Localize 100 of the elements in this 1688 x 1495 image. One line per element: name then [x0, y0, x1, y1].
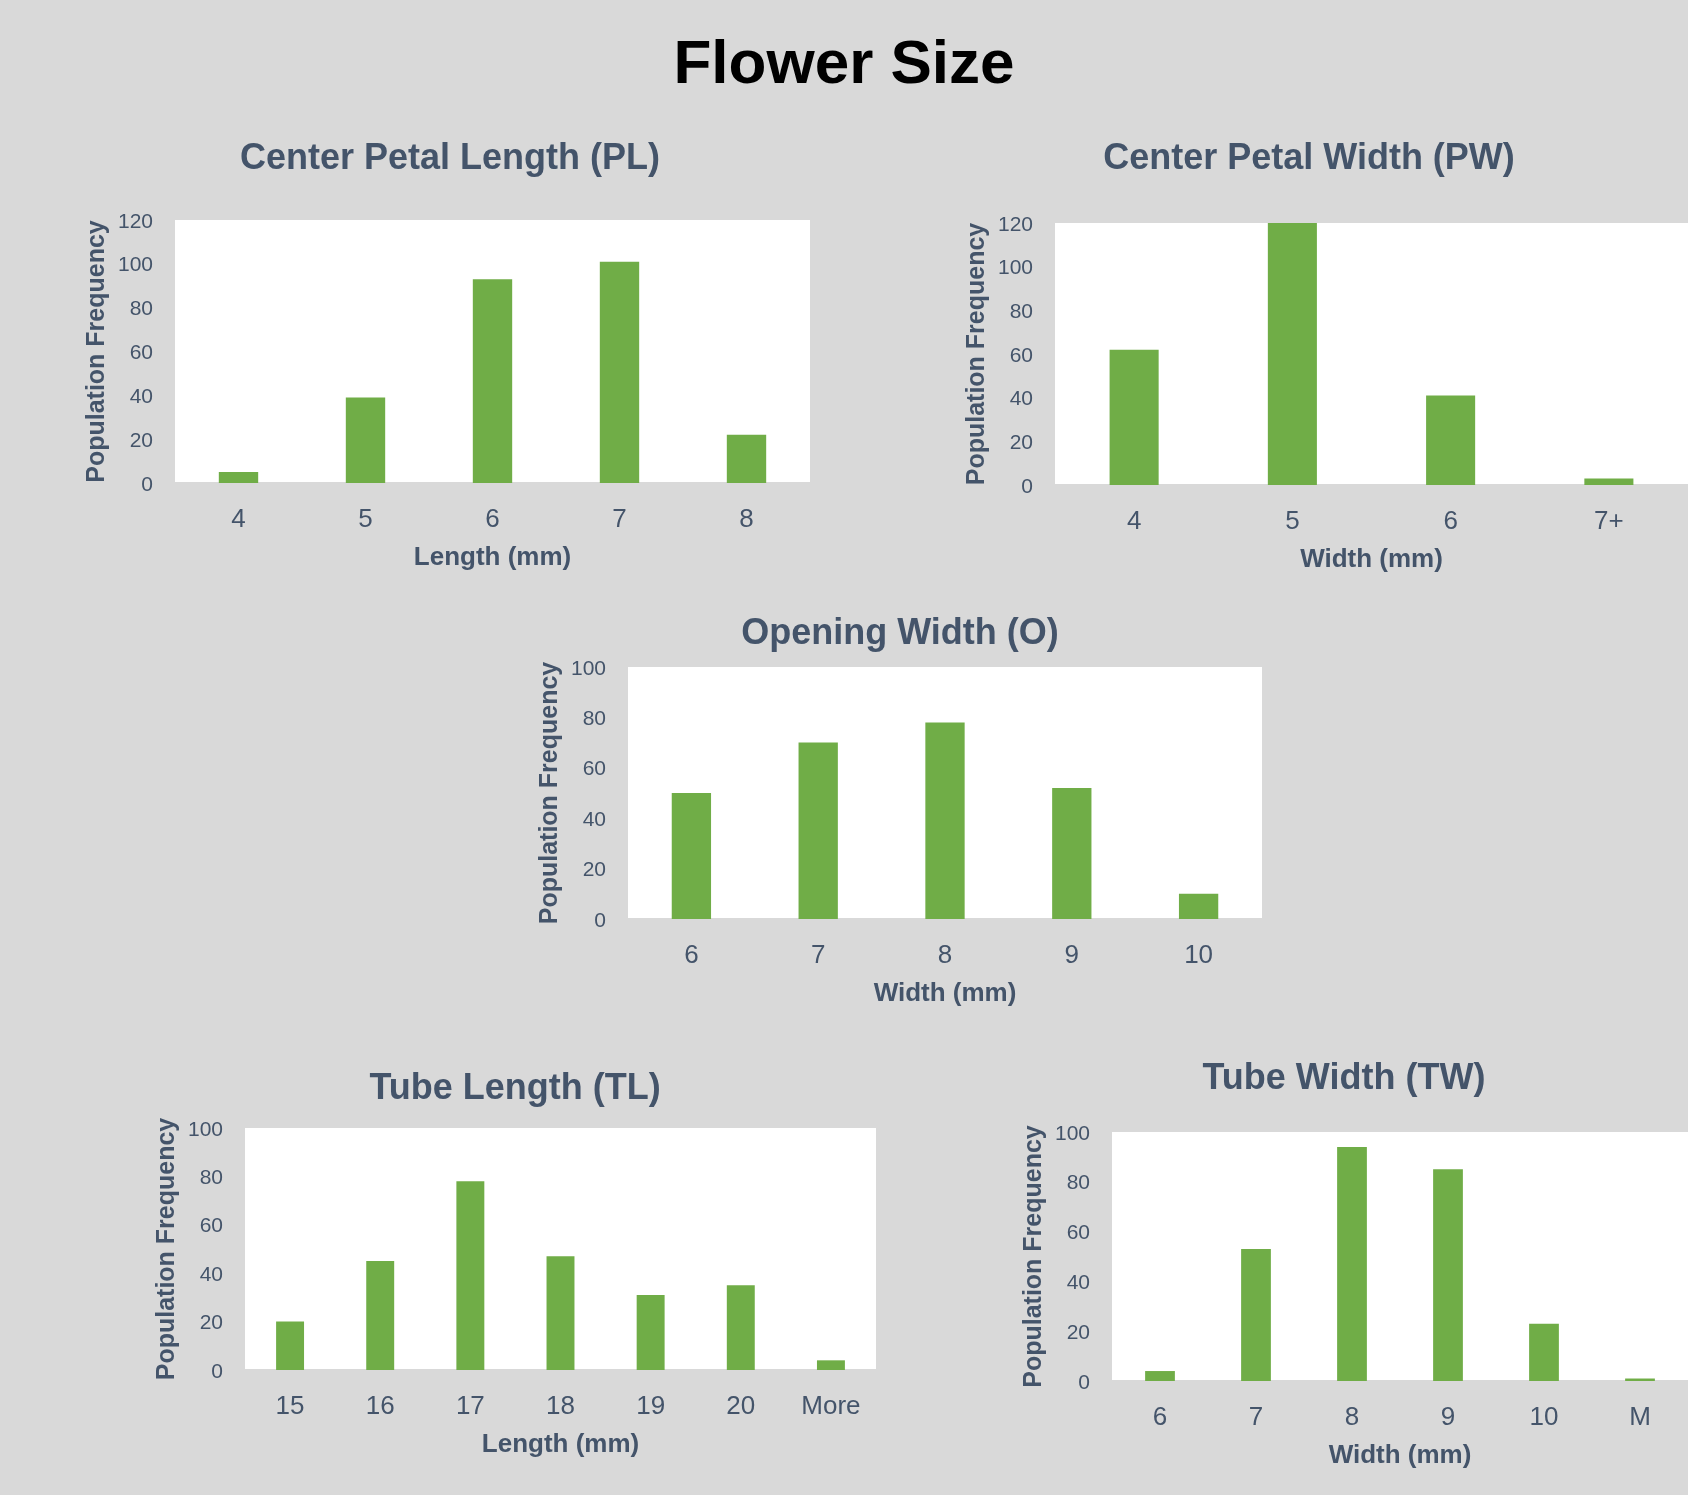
x-tick-label: 5 [358, 503, 373, 533]
x-axis-title: Length (mm) [481, 1428, 640, 1458]
y-tick-label: 40 [1009, 386, 1033, 410]
bar [1052, 787, 1092, 919]
chart-title: Opening Width (O) [741, 610, 1059, 652]
bar [1584, 478, 1634, 485]
x-tick-label: 17 [455, 1390, 485, 1420]
bar [1529, 1323, 1559, 1381]
y-tick-label: 0 [1078, 1369, 1090, 1393]
y-tick-label: 120 [997, 211, 1033, 235]
x-axis-title: Width (mm) [1328, 1439, 1472, 1469]
x-tick-label: 9 [1440, 1401, 1456, 1431]
x-tick-label: 8 [1344, 1401, 1360, 1431]
bar [1145, 1371, 1175, 1381]
x-tick-label: 10 [1184, 939, 1214, 969]
bar [1178, 893, 1219, 919]
x-tick-label: 7 [1248, 1401, 1264, 1431]
y-tick-label: 20 [129, 427, 153, 451]
x-tick-label: 4 [1126, 505, 1142, 535]
bar [599, 261, 640, 483]
y-tick-label: 0 [211, 1358, 223, 1382]
y-tick-label: 120 [117, 208, 153, 232]
y-tick-label: 80 [129, 296, 153, 320]
bar [925, 722, 965, 919]
y-axis-title: Population Frequency [533, 661, 562, 925]
x-tick-label: 6 [684, 939, 699, 969]
bar [366, 1261, 395, 1370]
y-tick-label: 100 [117, 252, 153, 276]
chart-title: Tube Length (TL) [369, 1065, 661, 1107]
x-tick-label: 18 [546, 1390, 575, 1420]
y-tick-label: 40 [129, 383, 153, 407]
x-axis-title: Length (mm) [413, 541, 572, 571]
bar [1433, 1169, 1463, 1381]
bar [345, 397, 386, 483]
bar [546, 1256, 575, 1370]
bar [1337, 1146, 1367, 1381]
y-tick-label: 100 [997, 255, 1033, 279]
y-tick-label: 20 [1066, 1319, 1090, 1343]
x-tick-label: 6 [1443, 505, 1458, 535]
x-tick-label: 20 [726, 1390, 756, 1420]
y-tick-label: 100 [187, 1116, 223, 1140]
x-tick-label: 7 [612, 503, 627, 533]
bar [1426, 395, 1476, 485]
bar [1109, 349, 1159, 485]
x-tick-label: More [801, 1390, 861, 1420]
y-axis-title: Population Frequency [150, 1117, 179, 1381]
bar [816, 1360, 845, 1370]
y-tick-label: 60 [1066, 1220, 1090, 1244]
bar [456, 1181, 485, 1370]
chart-title: Center Petal Width (PW) [1103, 135, 1515, 177]
x-axis-title: Width (mm) [873, 977, 1017, 1007]
y-tick-label: 20 [582, 857, 606, 881]
y-tick-label: 80 [1009, 298, 1033, 322]
x-tick-label: 19 [636, 1390, 666, 1420]
y-tick-label: 80 [1066, 1170, 1090, 1194]
bar [1241, 1249, 1271, 1381]
y-tick-label: 100 [1054, 1120, 1090, 1144]
bar [472, 279, 513, 483]
text: Flower Size [673, 26, 1015, 96]
chart-title: Tube Width (TW) [1202, 1055, 1486, 1097]
x-tick-label: 6 [1152, 1401, 1168, 1431]
y-tick-label: 80 [199, 1164, 223, 1188]
y-tick-label: 40 [199, 1261, 223, 1285]
y-tick-label: 100 [570, 655, 606, 679]
y-axis-title: Population Frequency [1017, 1125, 1046, 1388]
x-tick-label: 5 [1285, 505, 1300, 535]
bar [218, 472, 259, 483]
x-tick-label: 7+ [1594, 505, 1624, 535]
y-tick-label: 0 [141, 471, 153, 495]
bar [798, 742, 838, 919]
x-tick-label: 16 [365, 1390, 395, 1420]
y-tick-label: 20 [199, 1310, 223, 1334]
x-tick-label: 10 [1529, 1401, 1559, 1431]
y-tick-label: 40 [582, 806, 606, 830]
x-axis-title: Width (mm) [1300, 543, 1443, 573]
bar [1267, 223, 1317, 485]
y-tick-label: 40 [1066, 1269, 1090, 1293]
y-tick-label: 60 [199, 1213, 223, 1237]
y-axis-title: Population Frequency [960, 222, 989, 486]
y-tick-label: 0 [1021, 473, 1033, 497]
x-tick-label: 8 [739, 503, 754, 533]
chart-title: Center Petal Length (PL) [239, 135, 661, 177]
x-tick-label: 8 [937, 939, 953, 969]
x-tick-label: 6 [485, 503, 500, 533]
x-tick-label: 4 [231, 503, 246, 533]
y-tick-label: 60 [129, 340, 153, 363]
y-tick-label: 80 [582, 705, 606, 729]
bar [726, 1285, 755, 1370]
bar [276, 1321, 305, 1370]
y-tick-label: 60 [582, 756, 606, 780]
y-tick-label: 0 [594, 907, 606, 931]
y-tick-label: 60 [1009, 342, 1033, 366]
bar [726, 434, 767, 483]
bar [636, 1294, 665, 1370]
x-tick-label: 9 [1064, 939, 1080, 969]
x-tick-label: 7 [810, 939, 826, 969]
y-axis-title: Population Frequency [80, 220, 109, 483]
bar [671, 793, 712, 919]
x-tick-label: M [1629, 1401, 1651, 1431]
x-tick-label: 15 [275, 1390, 305, 1420]
